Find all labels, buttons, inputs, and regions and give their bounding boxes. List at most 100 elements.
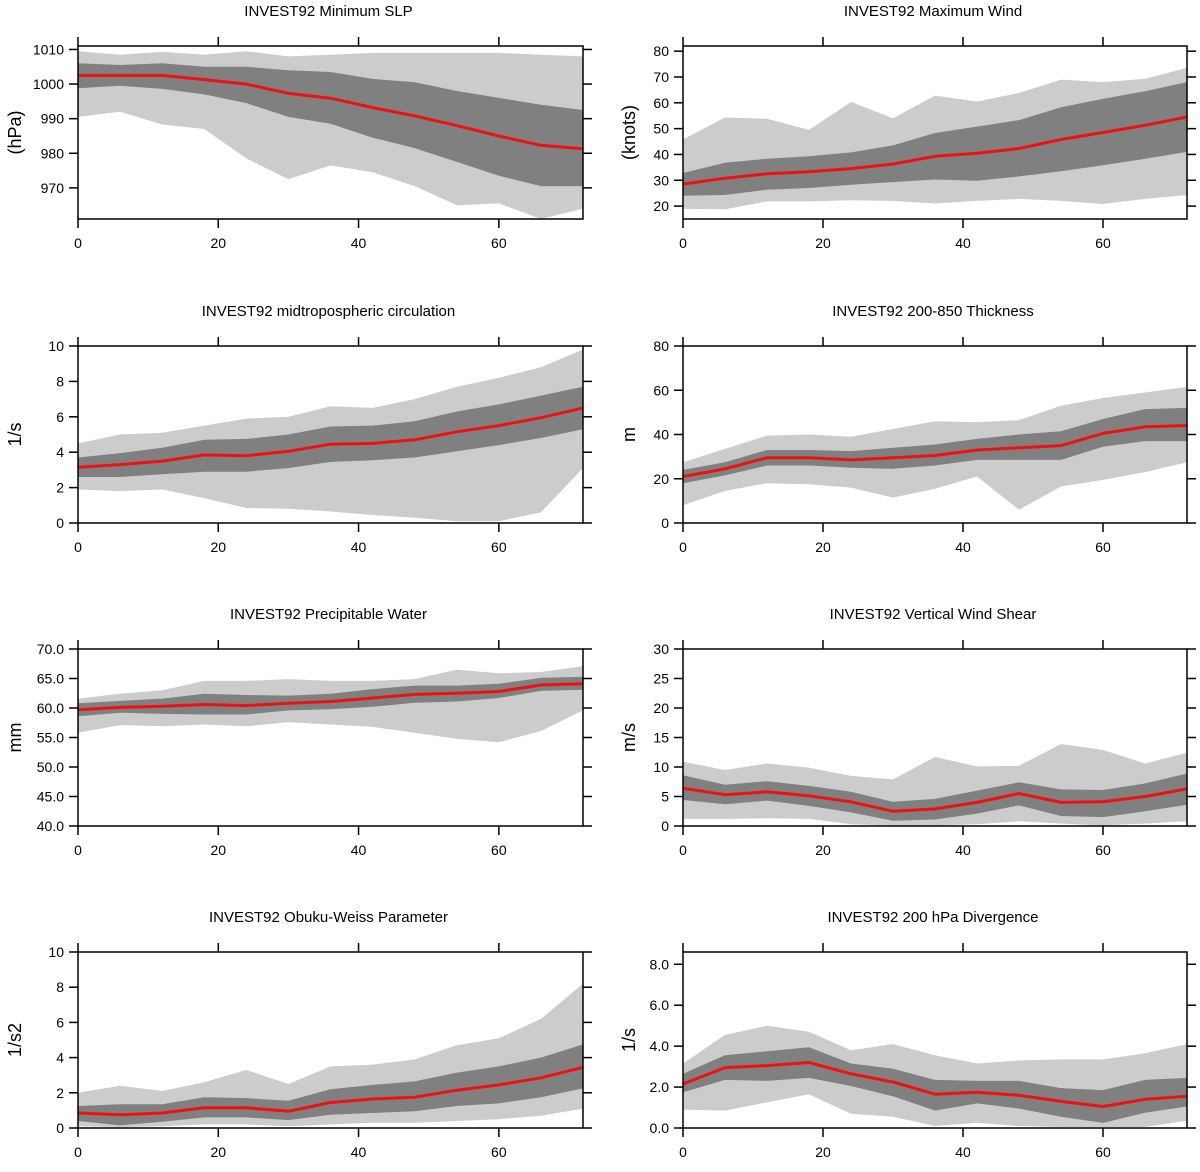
y-axis-label: mm [5, 723, 25, 753]
x-tick-label: 40 [351, 539, 367, 555]
y-tick-label: 55.0 [37, 730, 64, 746]
plot-frame [77, 951, 584, 1129]
x-tick-label: 40 [351, 1144, 367, 1160]
y-tick-label: 8.0 [650, 956, 670, 972]
y-tick-label: 8 [56, 979, 64, 995]
x-tick-label: 60 [491, 1144, 507, 1160]
y-tick-label: 20 [653, 700, 669, 716]
plot-frame [77, 345, 584, 524]
x-tick-label: 40 [955, 235, 971, 251]
x-tick-label: 0 [74, 235, 82, 251]
y-axis-label: 1/s [5, 422, 25, 446]
chart-title: INVEST92 midtropospheric circulation [202, 303, 455, 320]
plot-frame [77, 45, 584, 220]
chart-title: INVEST92 Obuku-Weiss Parameter [209, 909, 448, 926]
y-tick-label: 10 [48, 338, 64, 354]
inner-range-band [683, 82, 1187, 196]
y-tick-label: 10 [48, 944, 64, 960]
x-tick-label: 20 [210, 842, 226, 858]
x-tick-label: 0 [679, 1144, 687, 1160]
x-tick-label: 0 [74, 842, 82, 858]
x-tick-label: 0 [74, 1144, 82, 1160]
y-tick-label: 70.0 [37, 641, 64, 657]
x-tick-label: 40 [351, 235, 367, 251]
x-tick-label: 20 [815, 235, 831, 251]
chart-panel-5: 0 20 40 60 40.0 45.0 50.0 55.0 60.0 65.0 70.0 INVES… [5, 606, 592, 858]
mean-line [683, 786, 1187, 813]
y-axis-label: (hPa) [5, 110, 25, 154]
plot-area [78, 51, 583, 219]
y-tick-label: 0 [661, 818, 669, 834]
x-tick-label: 60 [491, 842, 507, 858]
plot-area [78, 666, 583, 743]
y-tick-label: 970 [41, 180, 65, 196]
plot-area [78, 983, 583, 1128]
y-tick-label: 45.0 [37, 789, 64, 805]
x-tick-label: 20 [815, 842, 831, 858]
y-axis-label: 1/s [619, 1028, 639, 1052]
y-tick-label: 65.0 [37, 671, 64, 687]
y-tick-label: 2.0 [650, 1079, 670, 1095]
chart-title: INVEST92 200-850 Thickness [832, 303, 1034, 320]
y-tick-label: 50 [653, 121, 669, 137]
y-tick-label: 2 [56, 480, 64, 496]
x-tick-label: 40 [955, 1144, 971, 1160]
y-axis-label: m [619, 427, 639, 442]
plot-area [683, 67, 1187, 210]
y-tick-label: 1000 [33, 76, 64, 92]
y-tick-label: 60 [653, 95, 669, 111]
y-tick-label: 5 [661, 789, 669, 805]
y-tick-label: 990 [41, 111, 65, 127]
y-tick-label: 4.0 [650, 1038, 670, 1054]
y-axis-label: m/s [619, 723, 639, 752]
mean-line [78, 1065, 583, 1117]
y-tick-label: 10 [653, 759, 669, 775]
chart-panel-6: 0 20 40 60 0 5 10 15 20 25 30 INVEST92 Vertical Win… [619, 606, 1196, 858]
x-tick-label: 0 [74, 539, 82, 555]
y-tick-label: 980 [41, 145, 65, 161]
inner-range-band [683, 407, 1187, 484]
y-tick-label: 0.0 [650, 1120, 670, 1136]
x-tick-label: 20 [815, 539, 831, 555]
chart-title: INVEST92 Precipitable Water [230, 606, 427, 623]
y-tick-label: 4 [56, 1050, 64, 1066]
y-tick-label: 60 [653, 382, 669, 398]
chart-title: INVEST92 200 hPa Divergence [828, 909, 1039, 926]
inner-range-band [78, 1044, 583, 1126]
x-tick-label: 60 [1095, 235, 1111, 251]
y-tick-label: 6 [56, 1014, 64, 1030]
y-tick-label: 70 [653, 69, 669, 85]
plot-area [683, 386, 1187, 510]
plot-frame [682, 45, 1188, 220]
y-tick-label: 1010 [33, 41, 64, 57]
chart-title: INVEST92 Maximum Wind [844, 3, 1022, 20]
y-tick-label: 6.0 [650, 997, 670, 1013]
mean-line [683, 115, 1187, 186]
y-tick-label: 20 [653, 198, 669, 214]
y-tick-label: 0 [56, 515, 64, 531]
x-tick-label: 20 [210, 1144, 226, 1160]
y-tick-label: 30 [653, 172, 669, 188]
x-tick-label: 20 [210, 539, 226, 555]
chart-panel-1: 0 20 40 60 970 980 990 1000 1010 INVEST92 Minimum… [5, 3, 592, 251]
y-tick-label: 8 [56, 373, 64, 389]
x-tick-label: 40 [955, 842, 971, 858]
x-tick-label: 60 [1095, 539, 1111, 555]
y-tick-label: 4 [56, 444, 64, 460]
chart-title: INVEST92 Minimum SLP [244, 3, 412, 20]
chart-panel-7: 0 20 40 60 0 2 4 6 8 10 INVEST92 Obuku-Weiss Param… [5, 909, 592, 1160]
x-tick-label: 40 [351, 842, 367, 858]
mean-line [78, 682, 583, 712]
y-axis-label: (knots) [619, 105, 639, 160]
x-tick-label: 20 [210, 235, 226, 251]
y-tick-label: 25 [653, 671, 669, 687]
chart-panel-8: 0 20 40 60 0.0 2.0 4.0 6.0 8.0 INVEST92 200 hPa D… [619, 909, 1196, 1160]
y-tick-label: 40 [653, 427, 669, 443]
y-tick-label: 80 [653, 43, 669, 59]
inner-range-band [78, 676, 583, 717]
plot-frame [682, 951, 1188, 1129]
chart-panel-3: 0 20 40 60 0 2 4 6 8 10 INVEST92 midtropospheric c… [5, 303, 592, 555]
x-tick-label: 60 [1095, 1144, 1111, 1160]
plot-area [683, 1025, 1187, 1127]
